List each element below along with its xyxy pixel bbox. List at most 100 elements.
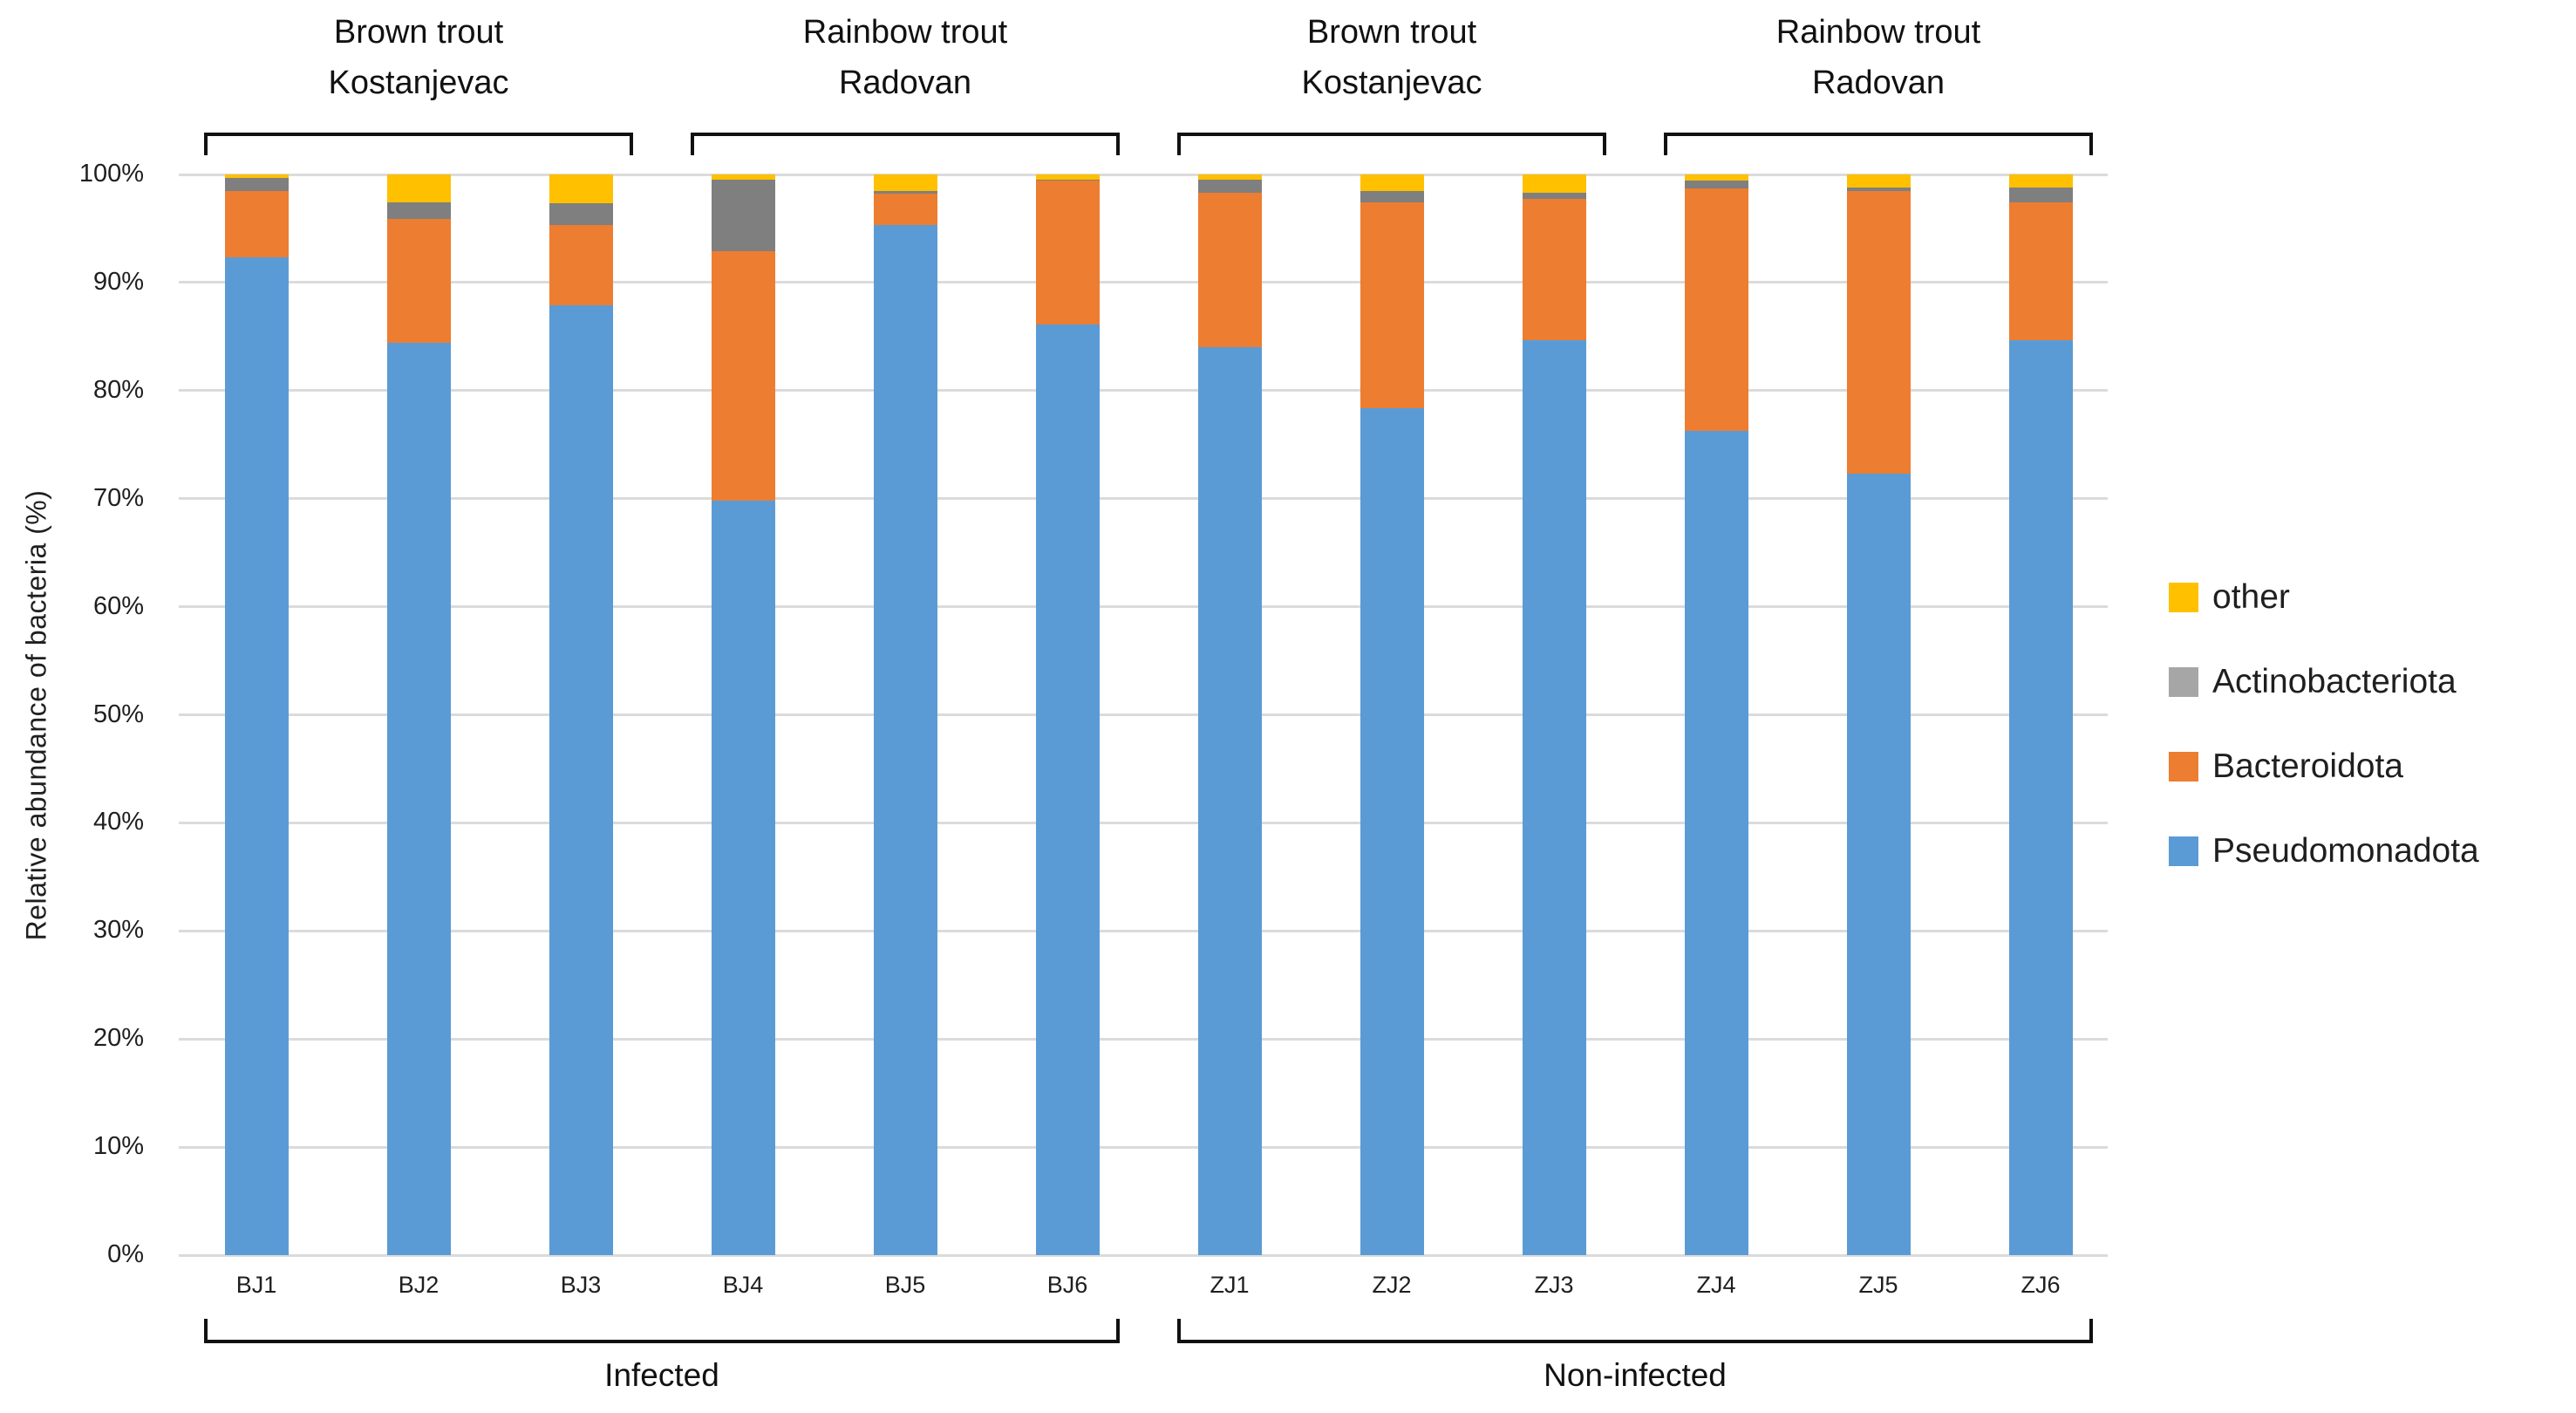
x-axis-label-zj4: ZJ4 (1696, 1272, 1736, 1298)
bar-segment-actinobacteriota-bj5 (873, 190, 937, 195)
bar-segment-bacteroidota-bj5 (873, 194, 937, 226)
group-header-2: Rainbow trout Radovan (600, 7, 1210, 108)
group-header-line1: Brown trout (1306, 14, 1477, 51)
group-header-line2: Radovan (1811, 65, 1946, 101)
legend-swatch-actinobacteriota (2169, 667, 2198, 697)
bar-segment-actinobacteriota-zj6 (2008, 187, 2073, 203)
y-axis-tick-label: 10% (92, 1132, 144, 1161)
y-axis-tick-label: 50% (92, 700, 144, 728)
bar-segment-actinobacteriota-bj6 (1035, 180, 1100, 181)
gridline (179, 173, 2108, 176)
gridline (179, 1037, 2108, 1041)
gridline (179, 821, 2108, 824)
x-axis-label-zj3: ZJ3 (1534, 1272, 1574, 1298)
legend-swatch-pseudomonadota (2169, 836, 2198, 866)
y-axis-tick-label: 40% (92, 808, 144, 836)
bar-segment-other-zj2 (1360, 174, 1424, 191)
bar-segment-other-zj6 (2008, 174, 2073, 188)
y-axis-tick-label: 70% (92, 483, 144, 512)
group-label-non-infected: Non-infected (1544, 1357, 1727, 1393)
bar-segment-other-zj5 (1846, 174, 1911, 188)
gridline (179, 713, 2108, 716)
bar-segment-bacteroidota-bj4 (711, 250, 775, 502)
group-header-line2: Kostanjevac (328, 65, 509, 101)
x-axis-label-bj2: BJ2 (398, 1272, 440, 1298)
x-axis-label-bj3: BJ3 (560, 1272, 602, 1298)
x-axis-label-zj5: ZJ5 (1858, 1272, 1898, 1298)
bar-segment-pseudomonadota-bj3 (549, 304, 613, 1255)
bar-segment-other-bj1 (224, 174, 289, 178)
y-axis-tick-label: 30% (92, 916, 144, 945)
bottom-bracket-infected (204, 1319, 1120, 1343)
bar-segment-pseudomonadota-zj2 (1360, 407, 1424, 1255)
bar-segment-pseudomonadota-bj1 (224, 257, 289, 1255)
gridline (179, 929, 2108, 932)
top-bracket-4 (1664, 133, 2093, 155)
bar-segment-other-bj4 (711, 174, 775, 181)
group-header-line1: Rainbow trout (802, 14, 1008, 51)
legend-item-pseudomonadota: Pseudomonadota (2169, 832, 2479, 870)
gridline (179, 605, 2108, 609)
top-bracket-1 (204, 133, 633, 155)
gridline (179, 497, 2108, 501)
group-header-line1: Rainbow trout (1775, 14, 1981, 51)
x-axis-label-bj1: BJ1 (235, 1272, 277, 1298)
bar-segment-actinobacteriota-bj2 (386, 202, 451, 219)
bar-segment-bacteroidota-zj1 (1197, 193, 1262, 348)
gridline (179, 281, 2108, 284)
legend: other Actinobacteriota Bacteroidota Pseu… (2169, 578, 2479, 921)
top-bracket-2 (691, 133, 1120, 155)
group-label-infected: Infected (604, 1357, 719, 1393)
legend-item-other: other (2169, 578, 2479, 616)
gridline (179, 389, 2108, 392)
bar-segment-bacteroidota-bj1 (224, 190, 289, 258)
gridline (179, 1253, 2108, 1257)
y-axis-tick-label: 0% (107, 1240, 144, 1268)
bar-segment-pseudomonadota-bj2 (386, 343, 451, 1255)
bar-segment-bacteroidota-bj2 (386, 218, 451, 344)
group-header-4: Rainbow trout Radovan (1573, 7, 2184, 108)
bar-segment-actinobacteriota-zj4 (1684, 181, 1748, 189)
bar-segment-pseudomonadota-bj6 (1035, 324, 1100, 1255)
bar-segment-actinobacteriota-zj2 (1360, 190, 1424, 203)
legend-label: Pseudomonadota (2212, 832, 2479, 870)
bar-segment-other-zj3 (1522, 174, 1586, 194)
legend-label: Actinobacteriota (2212, 663, 2457, 700)
x-axis-label-zj2: ZJ2 (1372, 1272, 1412, 1298)
bar-segment-other-bj2 (386, 174, 451, 203)
group-header-line2: Radovan (838, 65, 972, 101)
y-axis-tick-label: 90% (92, 267, 144, 296)
legend-swatch-bacteroidota (2169, 752, 2198, 782)
bar-segment-other-zj1 (1197, 174, 1262, 181)
bar-segment-pseudomonadota-bj4 (711, 501, 775, 1255)
x-axis-label-bj5: BJ5 (884, 1272, 926, 1298)
bar-segment-bacteroidota-zj3 (1522, 199, 1586, 340)
x-axis-label-zj6: ZJ6 (2021, 1272, 2061, 1298)
group-header-line2: Kostanjevac (1301, 65, 1482, 101)
bar-segment-bacteroidota-zj4 (1684, 188, 1748, 431)
legend-label: other (2212, 578, 2290, 616)
legend-label: Bacteroidota (2212, 747, 2403, 785)
bottom-bracket-non-infected (1177, 1319, 2093, 1343)
group-header-1: Brown trout Kostanjevac (113, 7, 724, 108)
bar-segment-pseudomonadota-zj5 (1846, 474, 1911, 1255)
group-header-line1: Brown trout (333, 14, 504, 51)
y-axis-tick-label: 60% (92, 591, 144, 620)
bar-segment-bacteroidota-zj6 (2008, 202, 2073, 340)
legend-item-actinobacteriota: Actinobacteriota (2169, 663, 2479, 700)
bar-segment-actinobacteriota-bj3 (549, 203, 613, 226)
bar-segment-other-bj3 (549, 174, 613, 204)
x-axis-label-zj1: ZJ1 (1210, 1272, 1250, 1298)
bar-segment-bacteroidota-bj6 (1035, 181, 1100, 325)
y-axis-tick-label: 20% (92, 1024, 144, 1053)
legend-swatch-other (2169, 583, 2198, 612)
top-bracket-3 (1177, 133, 1606, 155)
bar-segment-actinobacteriota-zj1 (1197, 180, 1262, 194)
bar-segment-other-bj5 (873, 174, 937, 191)
bar-segment-pseudomonadota-zj1 (1197, 347, 1262, 1255)
group-header-3: Brown trout Kostanjevac (1087, 7, 1697, 108)
bar-segment-bacteroidota-bj3 (549, 225, 613, 305)
bar-segment-other-bj6 (1035, 174, 1100, 181)
bar-segment-pseudomonadota-zj3 (1522, 339, 1586, 1255)
